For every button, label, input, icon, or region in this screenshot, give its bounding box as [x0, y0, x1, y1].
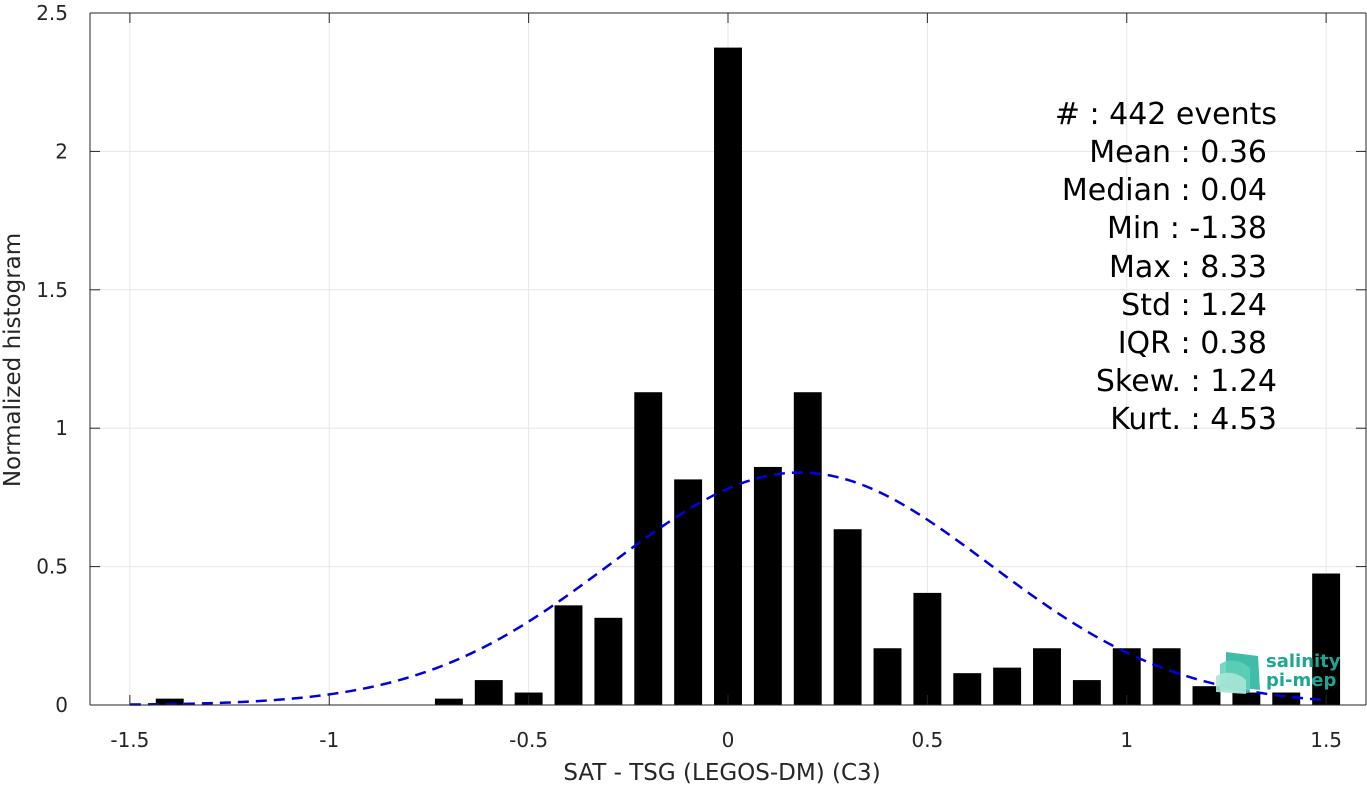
stats-median: Median : 0.04 [1062, 173, 1267, 208]
stats-std: Std : 1.24 [1121, 288, 1267, 323]
stats-events: # : 442 events [1055, 97, 1277, 132]
x-tick-label: 1 [1120, 728, 1133, 752]
wave-logo-icon [1216, 652, 1260, 694]
logo-line1: salinity [1266, 651, 1341, 672]
x-tick-label: 0 [722, 728, 735, 752]
histogram-bar [594, 617, 623, 705]
histogram-bar [993, 667, 1022, 705]
x-tick-label: -1.5 [110, 728, 149, 752]
logo-line2: pi-mep [1266, 670, 1336, 691]
stats-skew: Skew. : 1.24 [1096, 364, 1277, 399]
histogram-bar [1152, 648, 1181, 705]
normal-fit-curve [129, 471, 1327, 706]
y-tick-label: 1 [55, 416, 68, 440]
histogram-bar [793, 392, 822, 705]
stats-annotation: # : 442 events Mean : 0.36 Median : 0.04… [1055, 97, 1277, 437]
histogram-bar [714, 47, 742, 706]
histogram-bar [434, 698, 463, 705]
histogram-bar [1312, 573, 1341, 705]
stats-max: Max : 8.33 [1109, 250, 1267, 285]
stats-iqr: IQR : 0.38 [1118, 326, 1267, 361]
histogram-bar [474, 680, 503, 705]
histogram-bar [634, 392, 663, 705]
x-tick-label: 1.5 [1310, 728, 1342, 752]
x-tick-labels: -1.5 -1 -0.5 0 0.5 1 1.5 [110, 728, 1342, 752]
histogram-bar [155, 698, 184, 705]
x-tick-label: 0.5 [911, 728, 943, 752]
y-tick-label: 2.5 [36, 1, 68, 25]
axes-frame [89, 12, 1367, 706]
y-tick-label: 1.5 [36, 278, 68, 302]
stats-min: Min : -1.38 [1107, 211, 1267, 246]
histogram-bars [155, 47, 1341, 706]
y-tick-label: 0 [55, 693, 68, 717]
y-tick-label: 2 [55, 139, 68, 163]
x-tick-label: -0.5 [509, 728, 548, 752]
histogram-bar [554, 605, 583, 705]
stats-kurt: Kurt. : 4.53 [1110, 402, 1277, 437]
y-axis-label: Normalized histogram [0, 233, 26, 487]
histogram-bar [1232, 692, 1261, 705]
y-tick-label: 0.5 [36, 555, 68, 579]
histogram-bar [674, 479, 703, 705]
salinity-pimep-logo: salinity pi-mep [1216, 651, 1341, 694]
histogram-bar [913, 592, 942, 705]
y-tick-labels: 0 0.5 1 1.5 2 2.5 [36, 1, 68, 717]
histogram-bar [1072, 680, 1101, 705]
histogram-bar [953, 673, 982, 705]
histogram-bar [1192, 686, 1221, 705]
x-axis-label: SAT - TSG (LEGOS-DM) (C3) [563, 760, 880, 785]
x-tick-label: -1 [319, 728, 339, 752]
histogram-bar [873, 648, 902, 705]
stats-mean: Mean : 0.36 [1089, 135, 1267, 170]
histogram-bar [833, 529, 862, 705]
histogram-bar [753, 466, 782, 705]
histogram-bar [1033, 648, 1061, 705]
